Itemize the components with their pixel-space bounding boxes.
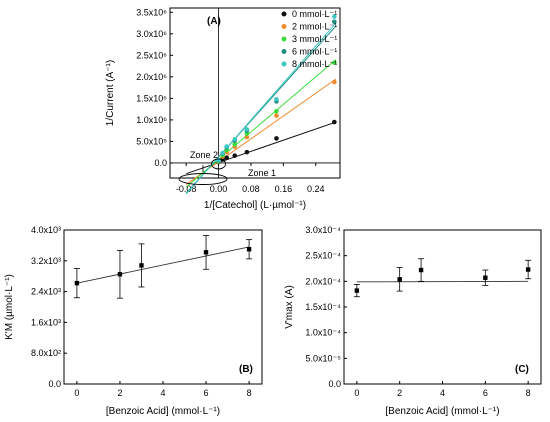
panel-a-point-series-4 [220, 150, 225, 156]
panel-c-y-axis-title: V'max (A) [284, 285, 295, 329]
panel-a-point-series-1 [274, 113, 279, 118]
panel-c-fit-line [356, 280, 529, 283]
panel-b-point [203, 250, 209, 255]
panel-c-point [525, 267, 531, 272]
panel-a-x-tick-label: 0.08 [242, 184, 260, 194]
panel-b-y-tick-label: 4.0x10³ [31, 225, 61, 235]
panel-a-x-tick-label: 0.00 [210, 184, 228, 194]
panel-c-y-tick-label: 1.0x10⁻⁴ [305, 328, 341, 338]
panel-a-y-tick-label: 1.5x10⁶ [136, 93, 167, 103]
panel-b-point [246, 247, 252, 252]
panel-a-y-tick-label: 2.5x10⁶ [136, 50, 167, 60]
panel-a-point-series-3 [332, 19, 337, 25]
panel-c-y-tick-label: 3.0x10⁻⁴ [305, 225, 341, 235]
panel-b-y-tick-label: 0.0 [48, 379, 61, 389]
panel-a-frame [169, 7, 341, 179]
panel-a-y-tick-label: 2.0x10⁶ [136, 72, 167, 82]
panel-c: 0.0 5.0x10⁻⁵ 1.0x10⁻⁴ 1.5x10⁻⁴ 2.0x10⁻⁴ 2.5x1… [284, 225, 542, 417]
panel-c-x-tick-label: 4 [440, 388, 445, 398]
panel-a: 0.0 5.0x10⁵ 1.0x10⁶ 1.5x10⁶ 2.0x10⁶ 2.5x10⁶ 3.… [105, 7, 341, 211]
panel-a-point-series-2 [274, 108, 279, 114]
panel-a-y-axis-title: 1/Current (A⁻¹) [105, 60, 116, 126]
panel-a-y-tick-label: 5.0x10⁵ [136, 136, 167, 146]
panel-c-x-tick-label: 2 [397, 388, 402, 398]
panel-b-y-axis-title: K'M (µmol·L⁻¹) [4, 274, 15, 340]
panel-a-point-series-1 [332, 79, 337, 85]
panel-a-point-series-2 [232, 142, 238, 147]
panel-a-point-series-0 [232, 153, 238, 158]
panel-b-x-tick-label: 2 [117, 388, 122, 398]
panel-b-point [139, 263, 144, 268]
panel-b-point [117, 272, 123, 277]
panel-c-frame [343, 229, 542, 385]
panel-a-point-series-0 [274, 136, 279, 141]
panel-a-point-series-0 [244, 149, 250, 155]
panel-a-y-tick-label: 1.0x10⁶ [136, 115, 167, 125]
panel-a-fit-line-series-0 [186, 121, 337, 175]
panel-b-label: (B) [239, 364, 253, 375]
panel-b-frame [63, 229, 263, 385]
panel-c-y-tick-label: 1.5x10⁻⁴ [305, 302, 341, 312]
panel-a-y-tick-label: 3.0x10⁶ [136, 29, 167, 39]
panel-c-y-tick-label: 0.0 [328, 379, 341, 389]
zone-1-label: Zone 1 [248, 168, 276, 178]
zone-2-label: Zone 2 [190, 150, 218, 160]
zone-2-ellipse [178, 173, 228, 185]
panel-a-fit-line-series-4 [185, 22, 337, 195]
panel-a-x-tick-label: 0.24 [307, 184, 325, 194]
panel-c-x-tick-label: 8 [526, 388, 531, 398]
panel-a-point-series-0 [224, 155, 229, 161]
panel-c-x-tick-label: 0 [354, 388, 359, 398]
panel-c-point [483, 275, 488, 280]
panel-b-y-tick-label: 3.2x10³ [31, 256, 61, 266]
panel-b: 0.0 8.0x10² 1.6x10³ 2.4x10³ 3.2x10³ 4.0x10³ 0 2… [4, 225, 263, 417]
panel-a-point-series-1 [244, 134, 250, 140]
panel-a-label: (A) [207, 16, 221, 27]
panel-a-x-tick-label: -0.08 [176, 184, 197, 194]
panel-b-x-tick-label: 6 [204, 388, 209, 398]
panel-b-fit-line [76, 246, 250, 284]
panel-b-x-tick-label: 0 [74, 388, 79, 398]
panel-a-x-axis-title: 1/[Catechol] (L·µmol⁻¹) [204, 200, 306, 211]
panel-c-y-tick-label: 2.5x10⁻⁴ [305, 251, 341, 261]
panel-b-y-tick-label: 1.6x10³ [31, 317, 61, 327]
panel-a-legend-entry: 2 mmol·L⁻¹ [292, 22, 337, 32]
panel-c-label: (C) [515, 364, 529, 375]
panel-a-legend-entry: 3 mmol·L⁻¹ [292, 34, 337, 44]
panel-c-point [354, 288, 360, 293]
panel-a-legend-marker [281, 36, 287, 42]
panel-a-legend-marker [281, 49, 287, 54]
panel-c-x-tick-label: 6 [483, 388, 488, 398]
panel-b-x-axis-title: [Benzoic Acid] (mmol·L⁻¹) [106, 406, 220, 417]
panel-a-point-series-2 [332, 60, 337, 65]
panel-b-y-tick-label: 2.4x10³ [31, 287, 61, 297]
panel-c-point [418, 267, 424, 273]
panel-a-point-series-4 [332, 14, 337, 19]
panel-a-legend-entry: 0 mmol·L⁻¹ [292, 9, 337, 19]
zone-1-ellipse [211, 158, 227, 170]
panel-a-legend-marker [281, 11, 287, 17]
panel-b-point [74, 280, 80, 286]
panel-a-y-tick-label: 3.5x10⁶ [136, 7, 167, 17]
panel-a-point-series-4 [274, 96, 279, 102]
panel-a-legend-marker [281, 61, 287, 67]
panel-c-x-axis-title: [Benzoic Acid] (mmol·L⁻¹) [385, 406, 499, 417]
panel-a-legend-entry: 6 mmol·L⁻¹ [292, 47, 337, 57]
panel-b-x-tick-label: 4 [160, 388, 165, 398]
panel-a-y-tick-label: 0.0 [154, 158, 167, 168]
panel-b-y-tick-label: 8.0x10² [31, 348, 61, 358]
panel-a-point-series-0 [332, 119, 337, 125]
panel-a-point-series-4 [224, 144, 229, 149]
panel-a-fit-line-series-1 [185, 78, 337, 185]
panel-a-legend-entry: 8 mmol·L⁻¹ [292, 59, 337, 69]
panel-a-point-series-4 [232, 136, 238, 142]
panel-c-point [397, 277, 402, 282]
panel-c-y-tick-label: 5.0x10⁻⁵ [305, 353, 341, 363]
panel-b-x-tick-label: 8 [247, 388, 252, 398]
panel-c-y-tick-label: 2.0x10⁻⁴ [305, 276, 341, 286]
panel-a-legend-marker [281, 24, 287, 29]
panel-a-x-tick-label: 0.16 [275, 184, 293, 194]
panel-a-point-series-4 [244, 127, 250, 132]
